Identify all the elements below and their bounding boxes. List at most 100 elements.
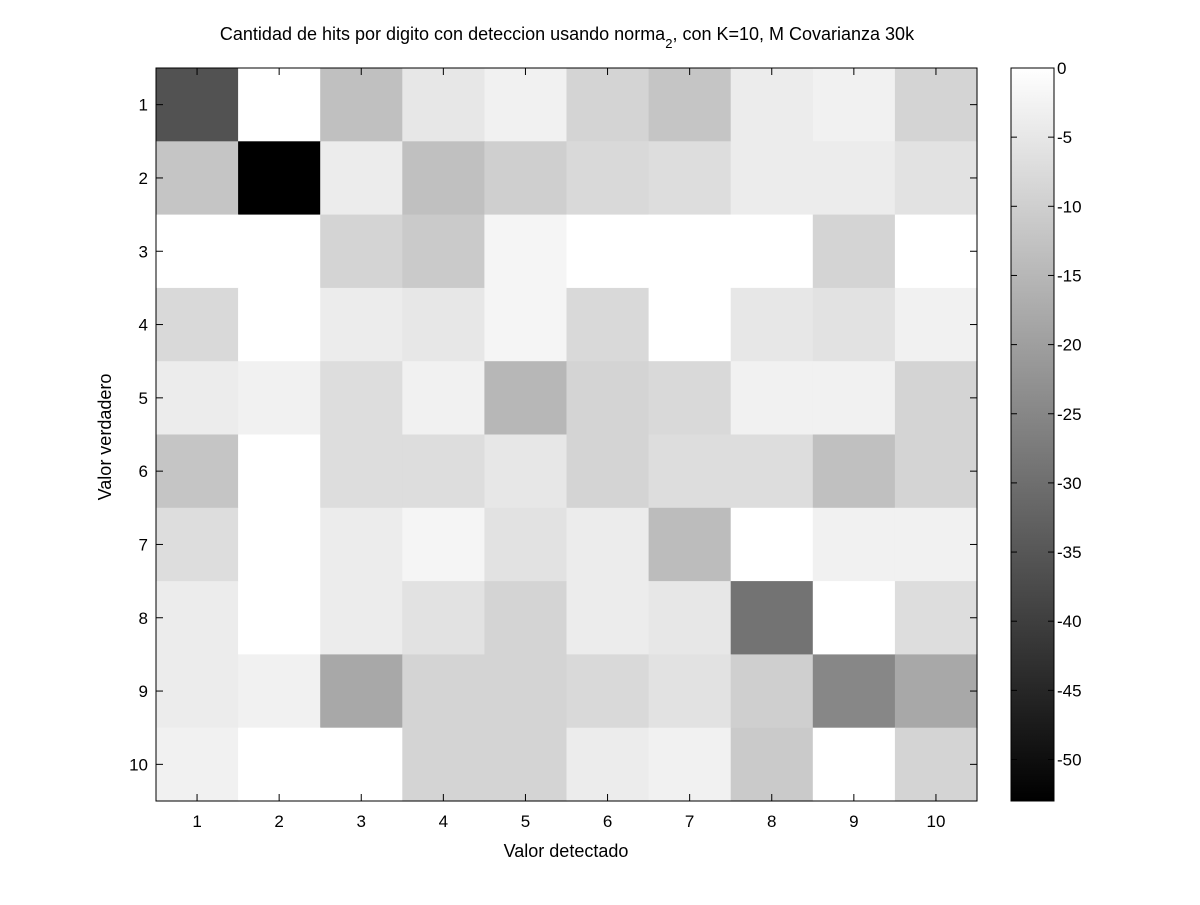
heatmap-cell (566, 361, 650, 436)
y-tick-label: 3 (139, 242, 148, 261)
x-tick-label: 6 (603, 812, 612, 831)
heatmap-cell (894, 434, 978, 509)
heatmap-cell (484, 434, 568, 509)
heatmap-cell (238, 727, 321, 802)
heatmap-cell (648, 727, 732, 802)
heatmap-cell (402, 434, 485, 509)
heatmap-cells (156, 68, 978, 802)
chart-title-main: Cantidad de hits por digito con deteccio… (220, 24, 666, 44)
heatmap-cell (402, 507, 485, 582)
heatmap-cell (648, 287, 732, 362)
heatmap-cell (484, 361, 568, 436)
heatmap-cell (156, 287, 239, 362)
heatmap-cell (566, 507, 650, 582)
chart-title: Cantidad de hits por digito con deteccio… (220, 24, 915, 51)
heatmap-cell (238, 434, 321, 509)
heatmap-cell (648, 581, 732, 655)
x-tick-label: 3 (357, 812, 366, 831)
heatmap-cell (894, 654, 978, 729)
heatmap-cell (730, 434, 814, 509)
x-axis-label: Valor detectado (504, 841, 629, 861)
heatmap-cell (320, 287, 403, 362)
heatmap-cell (238, 507, 321, 582)
plot-frame (155, 67, 978, 802)
heatmap-cell (320, 654, 403, 729)
heatmap-cell (402, 214, 485, 289)
x-tick-label: 1 (192, 812, 201, 831)
heatmap-cell (812, 654, 896, 729)
heatmap-cell (894, 141, 978, 216)
chart-title-tail: , con K=10, M Covarianza 30k (672, 24, 915, 44)
heatmap-cell (730, 141, 814, 216)
x-tick-label: 7 (685, 812, 694, 831)
heatmap-cell (484, 141, 568, 216)
heatmap-cell (238, 581, 321, 655)
heatmap-cell (812, 68, 896, 142)
heatmap-cell (320, 434, 403, 509)
chart-title-subscript: 2 (665, 36, 672, 51)
heatmap-cell (156, 141, 239, 216)
x-tick-label: 10 (926, 812, 945, 831)
x-tick-label: 2 (274, 812, 283, 831)
heatmap-cell (402, 361, 485, 436)
heatmap-cell (566, 654, 650, 729)
heatmap-cell (812, 434, 896, 509)
heatmap-cell (402, 654, 485, 729)
heatmap-cell (320, 214, 403, 289)
heatmap-cell (402, 287, 485, 362)
heatmap-cell (402, 581, 485, 655)
heatmap-cell (320, 141, 403, 216)
heatmap-cell (484, 68, 568, 142)
heatmap-cell (648, 214, 732, 289)
x-tick-label: 5 (521, 812, 530, 831)
colorbar-tick-label: -50 (1057, 751, 1082, 770)
heatmap-cell (730, 214, 814, 289)
heatmap-cell (238, 287, 321, 362)
heatmap-cell (238, 141, 321, 216)
heatmap-cell (566, 287, 650, 362)
colorbar: 0 -5 -10 -15 -20 -25 -30 -35 -40 -45 -50 (1010, 59, 1082, 802)
colorbar-tick-label: -5 (1057, 128, 1072, 147)
heatmap-cell (812, 361, 896, 436)
y-tick-label: 1 (139, 96, 148, 115)
y-tick-label: 5 (139, 389, 148, 408)
heatmap-axes: 1 2 3 4 5 6 7 8 9 10 1 2 3 4 5 6 7 8 9 10 (129, 67, 978, 831)
heatmap-cell (484, 507, 568, 582)
heatmap-cell (320, 361, 403, 436)
heatmap-cell (484, 654, 568, 729)
y-tick-label: 6 (139, 462, 148, 481)
heatmap-cell (402, 727, 485, 802)
heatmap-cell (894, 581, 978, 655)
heatmap-cell (402, 141, 485, 216)
heatmap-cell (156, 68, 239, 142)
colorbar-scale (1010, 67, 1055, 802)
colorbar-tick-label: -40 (1057, 612, 1082, 631)
heatmap-cell (648, 434, 732, 509)
colorbar-tick-label: -15 (1057, 266, 1082, 285)
heatmap-cell (812, 141, 896, 216)
heatmap-cell (156, 507, 239, 582)
x-tick-label: 9 (849, 812, 858, 831)
heatmap-cell (648, 361, 732, 436)
heatmap-cell (320, 727, 403, 802)
heatmap-cell (730, 507, 814, 582)
heatmap-cell (238, 654, 321, 729)
heatmap-cell (402, 68, 485, 142)
heatmap-cell (894, 727, 978, 802)
y-tick-label: 2 (139, 169, 148, 188)
heatmap-cell (484, 287, 568, 362)
heatmap-cell (238, 68, 321, 142)
heatmap-cell (812, 581, 896, 655)
colorbar-tick-label: -20 (1057, 336, 1082, 355)
heatmap-cell (566, 581, 650, 655)
heatmap-cell (894, 214, 978, 289)
y-tick-label: 9 (139, 682, 148, 701)
x-tick-label: 8 (767, 812, 776, 831)
y-tick-label: 7 (139, 535, 148, 554)
y-tick-label: 10 (129, 755, 148, 774)
heatmap-cell (730, 654, 814, 729)
heatmap-cell (320, 507, 403, 582)
heatmap-cell (730, 727, 814, 802)
